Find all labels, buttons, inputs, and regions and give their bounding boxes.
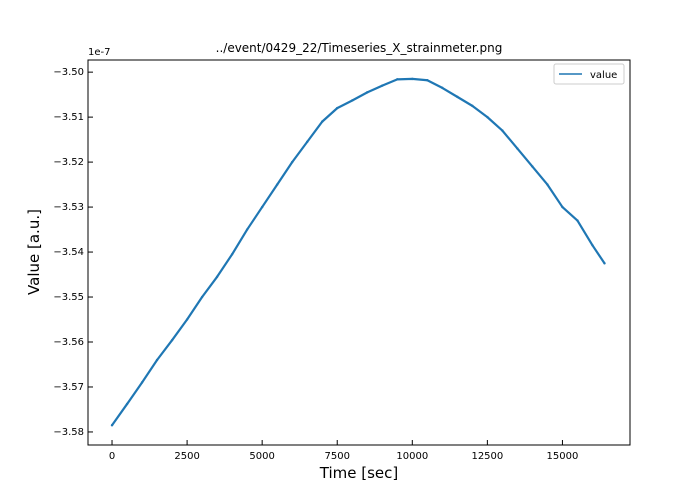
- series-point: [140, 381, 144, 384]
- legend-label-value: value: [590, 70, 617, 81]
- x-tick-label: 0: [109, 451, 115, 462]
- y-tick-label: −3.56: [53, 337, 84, 348]
- y-tick-label: −3.57: [53, 382, 84, 393]
- y-tick-label: −3.54: [53, 247, 84, 258]
- series-point: [396, 78, 399, 81]
- series-point: [576, 219, 579, 222]
- x-tick-label: 5000: [249, 451, 274, 462]
- series-line-value: [110, 77, 606, 427]
- series-point: [546, 183, 549, 186]
- y-tick-label: −3.58: [53, 427, 84, 438]
- legend: value: [553, 63, 625, 85]
- series-point: [351, 99, 354, 102]
- series-point: [561, 205, 564, 209]
- y-tick-label: −3.50: [53, 67, 84, 78]
- series-point: [110, 424, 114, 427]
- series-point: [321, 120, 324, 123]
- series-point: [185, 318, 189, 321]
- y-tick-label: −3.52: [53, 157, 84, 168]
- series-point: [125, 402, 129, 406]
- x-tick-label: 10000: [396, 451, 428, 462]
- series-point: [290, 160, 294, 164]
- series-point: [456, 95, 459, 99]
- series-point: [603, 262, 606, 265]
- series-point: [471, 104, 474, 108]
- series-point: [441, 86, 444, 90]
- plot-frame: [87, 59, 631, 446]
- legend-box: [553, 63, 625, 85]
- series-point: [516, 147, 519, 150]
- y-offset-label: 1e-7: [88, 47, 111, 58]
- y-axis-label: Value [a.u.]: [25, 209, 43, 295]
- series-point: [170, 339, 174, 342]
- series-point: [411, 77, 414, 81]
- series-point: [426, 79, 429, 82]
- chart-title: ../event/0429_22/Timeseries_X_strainmete…: [216, 41, 503, 55]
- series-point: [275, 183, 279, 186]
- x-tick-label: 7500: [325, 451, 350, 462]
- series-point: [501, 129, 504, 132]
- series-point: [381, 84, 384, 87]
- series-point: [591, 244, 594, 247]
- x-tick-label: 12500: [471, 451, 503, 462]
- series-point: [155, 358, 159, 362]
- x-axis-label: Time [sec]: [319, 464, 398, 482]
- series-point: [245, 228, 249, 231]
- y-axis-ticks: −3.58 −3.57 −3.56 −3.55 −3.54 −3.53 −3.52 −3.51…: [53, 67, 93, 438]
- y-tick-label: −3.55: [53, 292, 84, 303]
- series-point: [486, 115, 489, 119]
- series-point: [531, 165, 534, 168]
- series-point: [230, 253, 234, 256]
- x-tick-label: 2500: [174, 451, 199, 462]
- series-point: [200, 295, 204, 299]
- series-point: [366, 91, 369, 94]
- y-tick-label: −3.51: [53, 112, 84, 123]
- x-tick-label: 15000: [547, 451, 579, 462]
- x-axis-ticks: 0 2500 5000 7500 10000 12500 15000: [109, 440, 579, 462]
- series-point: [336, 106, 339, 110]
- series-point: [306, 140, 309, 144]
- y-tick-label: −3.53: [53, 202, 84, 213]
- series-point: [260, 205, 264, 209]
- series-layer: [110, 77, 606, 427]
- series-point: [215, 275, 219, 278]
